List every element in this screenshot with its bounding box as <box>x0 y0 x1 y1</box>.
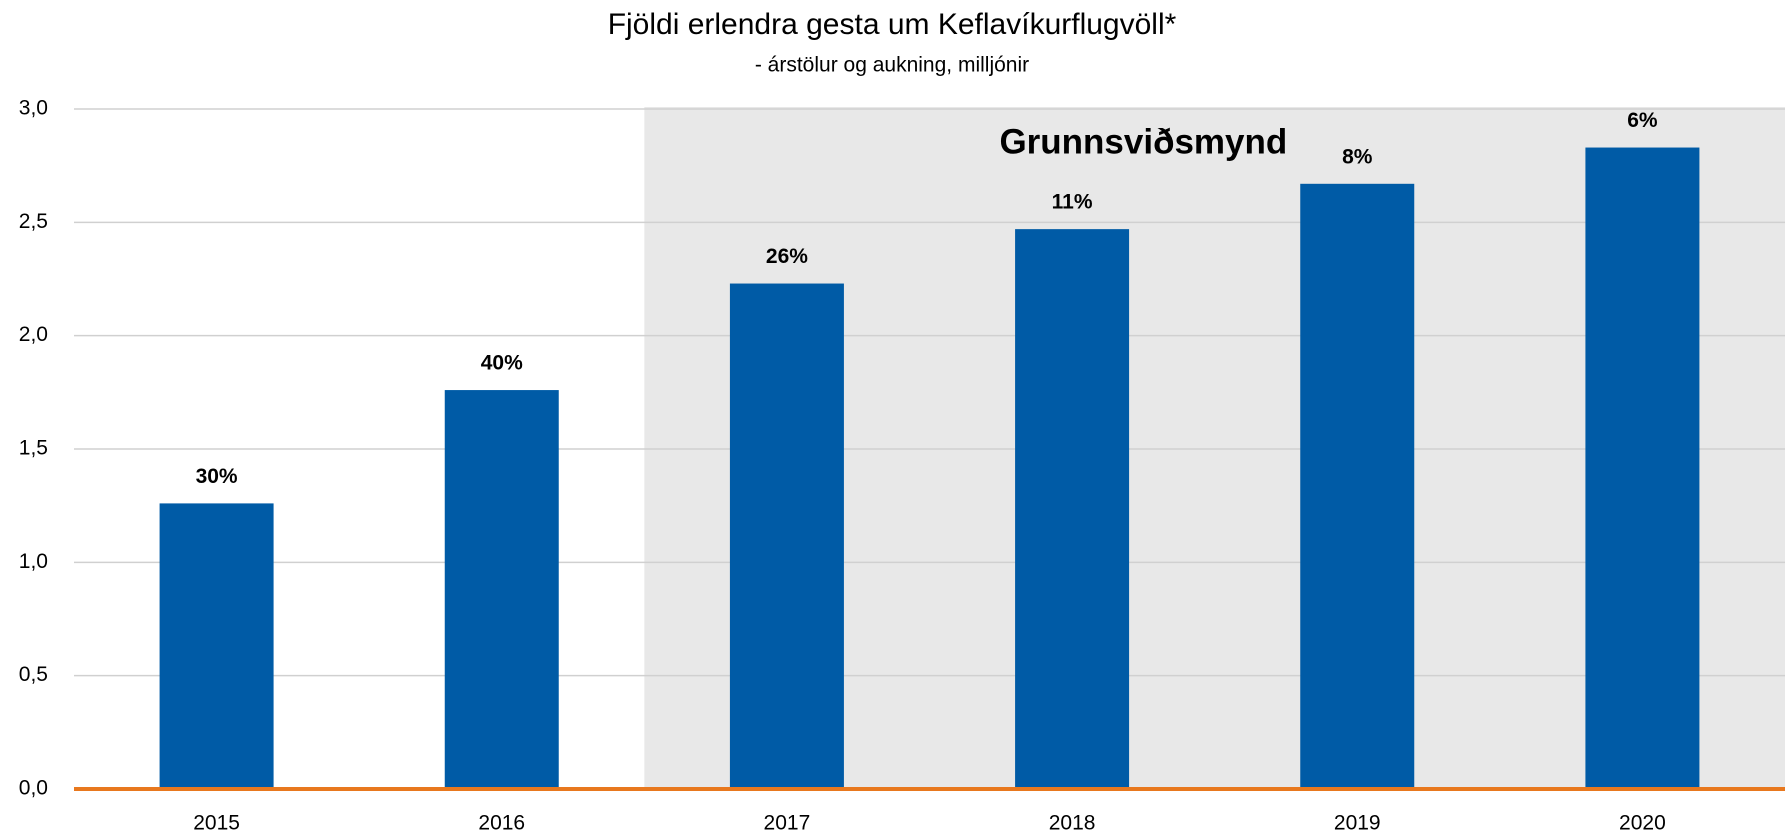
annotation: 26% <box>766 245 808 268</box>
annotation: 8% <box>1342 145 1373 168</box>
x-tick-label: 2017 <box>764 812 811 835</box>
y-tick-label: 1,5 <box>19 437 48 460</box>
y-tick-label: 2,5 <box>19 210 48 233</box>
annotation: 11% <box>1052 191 1093 214</box>
highlight-label: Grunnsviðsmynd <box>999 122 1287 161</box>
x-tick-label: 2020 <box>1619 812 1666 835</box>
y-tick-label: 1,0 <box>19 550 48 573</box>
bar <box>159 503 274 789</box>
annotation: 40% <box>481 352 523 375</box>
y-tick-label: 0,0 <box>19 777 48 800</box>
x-tick-label: 2019 <box>1334 812 1381 835</box>
chart-title: Fjöldi erlendra gesta um Keflavíkurflugv… <box>608 8 1177 41</box>
x-tick-label: 2016 <box>478 812 525 835</box>
bar <box>1585 147 1700 790</box>
bar <box>1300 183 1415 790</box>
y-tick-label: 0,5 <box>19 663 48 686</box>
bar <box>729 283 844 789</box>
bar <box>1015 229 1130 790</box>
x-tick-label: 2018 <box>1049 812 1096 835</box>
annotation: 30% <box>196 465 238 488</box>
y-tick-label: 3,0 <box>19 97 48 120</box>
annotation: 6% <box>1627 109 1658 132</box>
chart-subtitle: - árstölur og aukning, milljónir <box>755 54 1029 77</box>
bar <box>444 390 559 789</box>
x-tick-label: 2015 <box>193 812 240 835</box>
y-tick-label: 2,0 <box>19 323 48 346</box>
